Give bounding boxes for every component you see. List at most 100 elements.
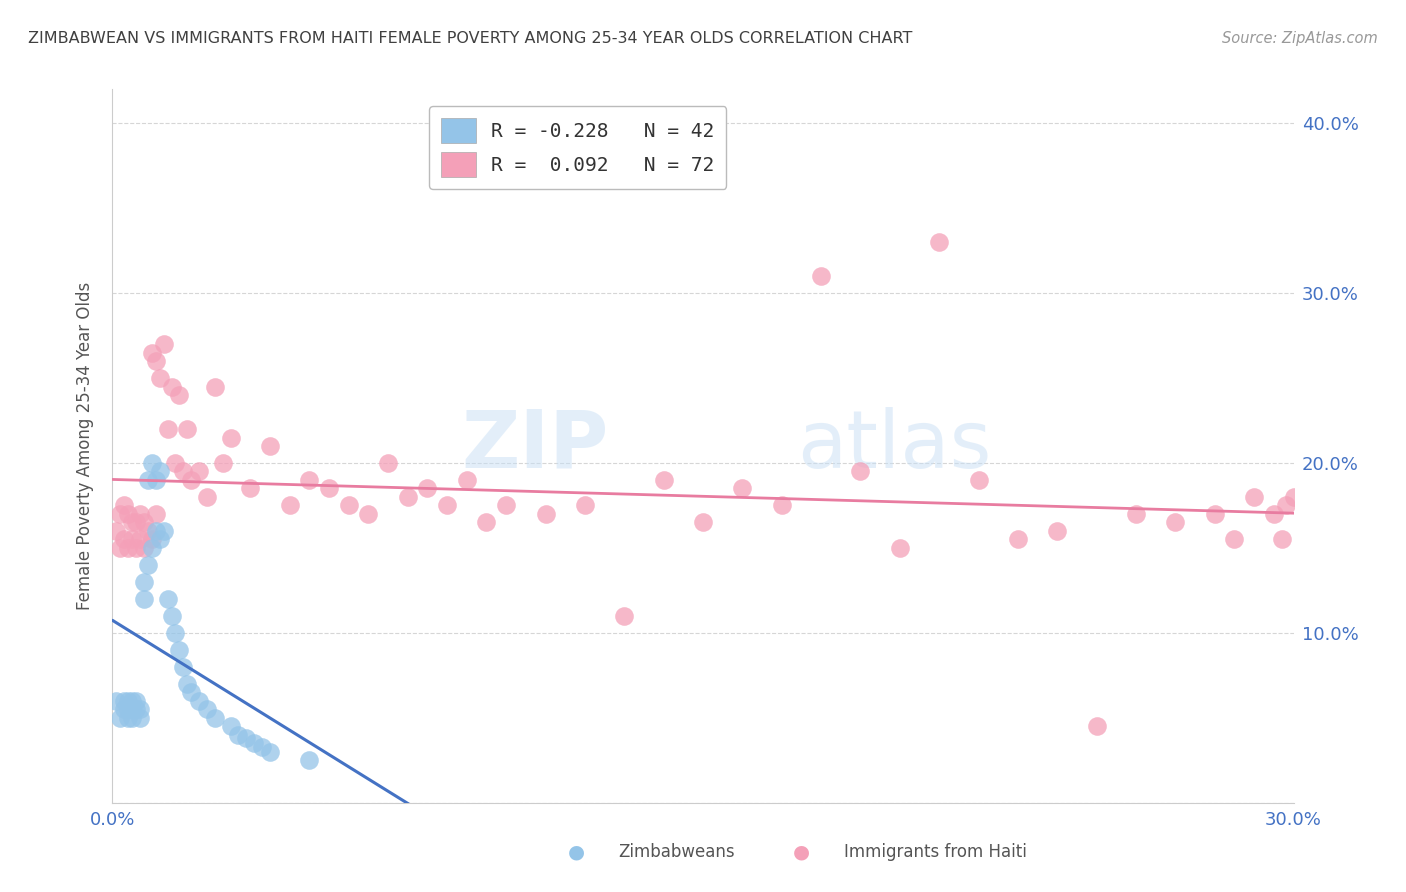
Point [136,558,159,572]
Point [436,499,458,513]
Point [211,456,233,470]
Legend: R = -0.228   N = 42, R =  0.092   N = 72: R = -0.228 N = 42, R = 0.092 N = 72 [429,106,727,189]
Text: atlas: atlas [797,407,991,485]
Point [416,482,439,496]
Point [172,465,194,479]
Point [1271,533,1294,547]
Point [1223,533,1246,547]
Point [692,516,714,530]
Text: ●: ● [568,842,585,862]
Point [141,533,163,547]
Point [195,702,218,716]
Point [141,345,163,359]
Point [125,516,148,530]
Point [1274,499,1296,513]
Point [652,473,675,487]
Point [152,337,174,351]
Point [1125,507,1147,521]
Point [112,499,135,513]
Point [219,719,242,733]
Point [180,685,202,699]
Point [889,541,911,555]
Point [129,711,152,725]
Point [250,739,273,754]
Point [145,473,167,487]
Point [129,533,152,547]
Point [1046,524,1069,538]
Point [165,456,187,470]
Point [141,456,163,470]
Text: Immigrants from Haiti: Immigrants from Haiti [844,843,1026,861]
Point [731,482,754,496]
Point [105,524,128,538]
Point [337,499,360,513]
Point [357,507,380,521]
Point [145,354,167,368]
Point [574,499,596,513]
Point [149,371,172,385]
Text: ZIP: ZIP [461,407,609,485]
Text: Source: ZipAtlas.com: Source: ZipAtlas.com [1222,31,1378,46]
Point [149,465,172,479]
Point [149,533,172,547]
Point [967,473,990,487]
Text: ●: ● [793,842,810,862]
Point [219,430,242,444]
Point [125,694,148,708]
Point [613,608,636,623]
Point [132,541,155,555]
Point [121,516,143,530]
Point [1164,516,1187,530]
Point [112,694,135,708]
Point [1085,719,1108,733]
Point [112,702,135,716]
Point [105,694,128,708]
Point [396,490,419,504]
Point [121,702,143,716]
Point [110,711,132,725]
Point [176,677,198,691]
Y-axis label: Female Poverty Among 25-34 Year Olds: Female Poverty Among 25-34 Year Olds [76,282,94,610]
Point [456,473,478,487]
Point [1263,507,1285,521]
Point [121,711,143,725]
Point [1282,490,1305,504]
Point [377,456,399,470]
Point [145,507,167,521]
Point [152,524,174,538]
Point [129,702,152,716]
Point [204,379,226,393]
Point [169,388,191,402]
Point [169,643,191,657]
Point [770,499,793,513]
Point [132,591,155,606]
Point [156,422,179,436]
Point [849,465,872,479]
Point [318,482,340,496]
Point [136,524,159,538]
Point [235,731,257,746]
Point [165,626,187,640]
Point [195,490,218,504]
Point [141,541,163,555]
Point [172,660,194,674]
Point [125,541,148,555]
Point [1204,507,1226,521]
Point [204,711,226,725]
Point [259,745,281,759]
Point [298,753,321,767]
Point [180,473,202,487]
Point [117,711,139,725]
Point [129,507,152,521]
Point [112,533,135,547]
Point [117,507,139,521]
Point [495,499,517,513]
Point [160,608,183,623]
Point [125,702,148,716]
Point [121,533,143,547]
Point [132,574,155,589]
Point [475,516,498,530]
Point [228,728,250,742]
Point [188,465,211,479]
Point [117,694,139,708]
